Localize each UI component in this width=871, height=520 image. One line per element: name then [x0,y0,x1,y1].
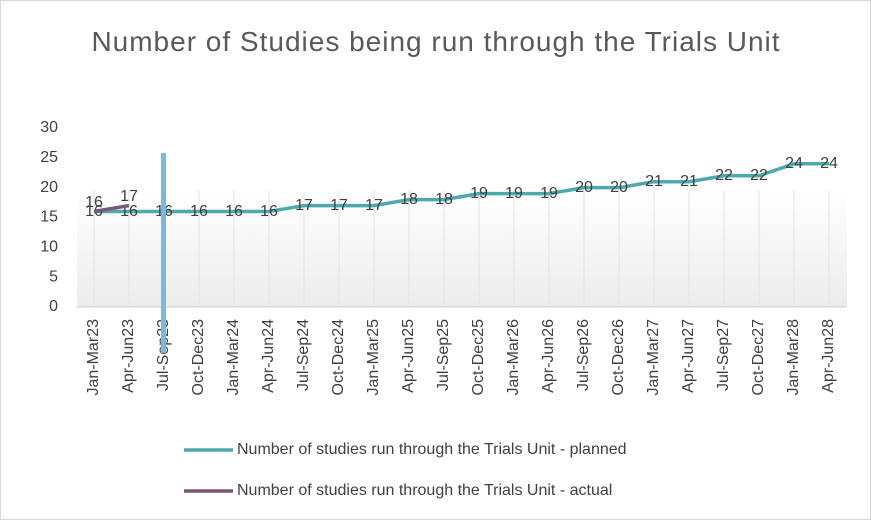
series-line [94,162,829,214]
data-label: 20 [610,179,628,196]
chart-title: Number of Studies being run through the … [91,26,781,57]
data-label: 19 [505,185,523,202]
x-tick-label: Jul-Sep24 [295,319,312,391]
x-tick-label: Apr-Jun26 [540,319,557,393]
y-tick-label: 30 [40,119,58,136]
data-label: 19 [470,185,488,202]
data-label: 22 [715,167,733,184]
x-tick-label: Oct-Dec26 [610,319,627,396]
x-tick-label: Jan-Mar26 [505,319,522,396]
data-label: 20 [575,179,593,196]
x-tick-label: Jul-Sep23 [155,319,172,391]
x-tick-label: Oct-Dec24 [330,319,347,396]
legend-label: Number of studies run through the Trials… [237,441,627,458]
x-tick-label: Oct-Dec25 [470,319,487,396]
data-label: 18 [435,191,453,208]
x-tick-label: Apr-Jun28 [820,319,837,393]
x-tick-label: Oct-Dec27 [750,319,767,396]
data-label: 18 [400,191,418,208]
data-label: 19 [540,185,558,202]
x-tick-label: Apr-Jun25 [400,319,417,393]
data-label: 16 [260,203,278,220]
data-label: 17 [330,197,348,214]
y-tick-label: 25 [40,149,58,166]
data-label: 22 [750,167,768,184]
data-label: 16 [85,194,103,211]
x-tick-label: Jul-Sep27 [715,319,732,391]
data-label: 24 [785,155,803,172]
y-tick-label: 15 [40,209,58,226]
x-tick-label: Jan-Mar27 [645,319,662,396]
data-label: 21 [645,173,663,190]
x-tick-label: Jul-Sep26 [575,319,592,391]
x-tick-label: Apr-Jun24 [260,319,277,393]
data-label: 24 [820,155,838,172]
x-tick-label: Jan-Mar28 [785,319,802,396]
x-tick-label: Jan-Mar23 [85,319,102,396]
y-tick-label: 10 [40,239,58,256]
data-label: 16 [225,203,243,220]
data-label: 16 [190,203,208,220]
data-label: 17 [365,197,383,214]
x-tick-label: Apr-Jun23 [120,319,137,393]
x-tick-label: Jul-Sep25 [435,319,452,391]
x-tick-label: Jan-Mar25 [365,319,382,396]
data-label: 21 [680,173,698,190]
current-quarter-marker [161,153,166,353]
series-line [93,203,130,214]
x-tick-label: Oct-Dec23 [190,319,207,396]
data-label: 17 [295,197,313,214]
y-tick-label: 20 [40,179,58,196]
x-tick-label: Apr-Jun27 [680,319,697,393]
legend-label: Number of studies run through the Trials… [237,482,612,499]
x-tick-label: Jan-Mar24 [225,319,242,396]
y-tick-label: 5 [49,268,58,285]
data-label: 17 [120,188,138,205]
y-tick-label: 0 [49,298,58,315]
